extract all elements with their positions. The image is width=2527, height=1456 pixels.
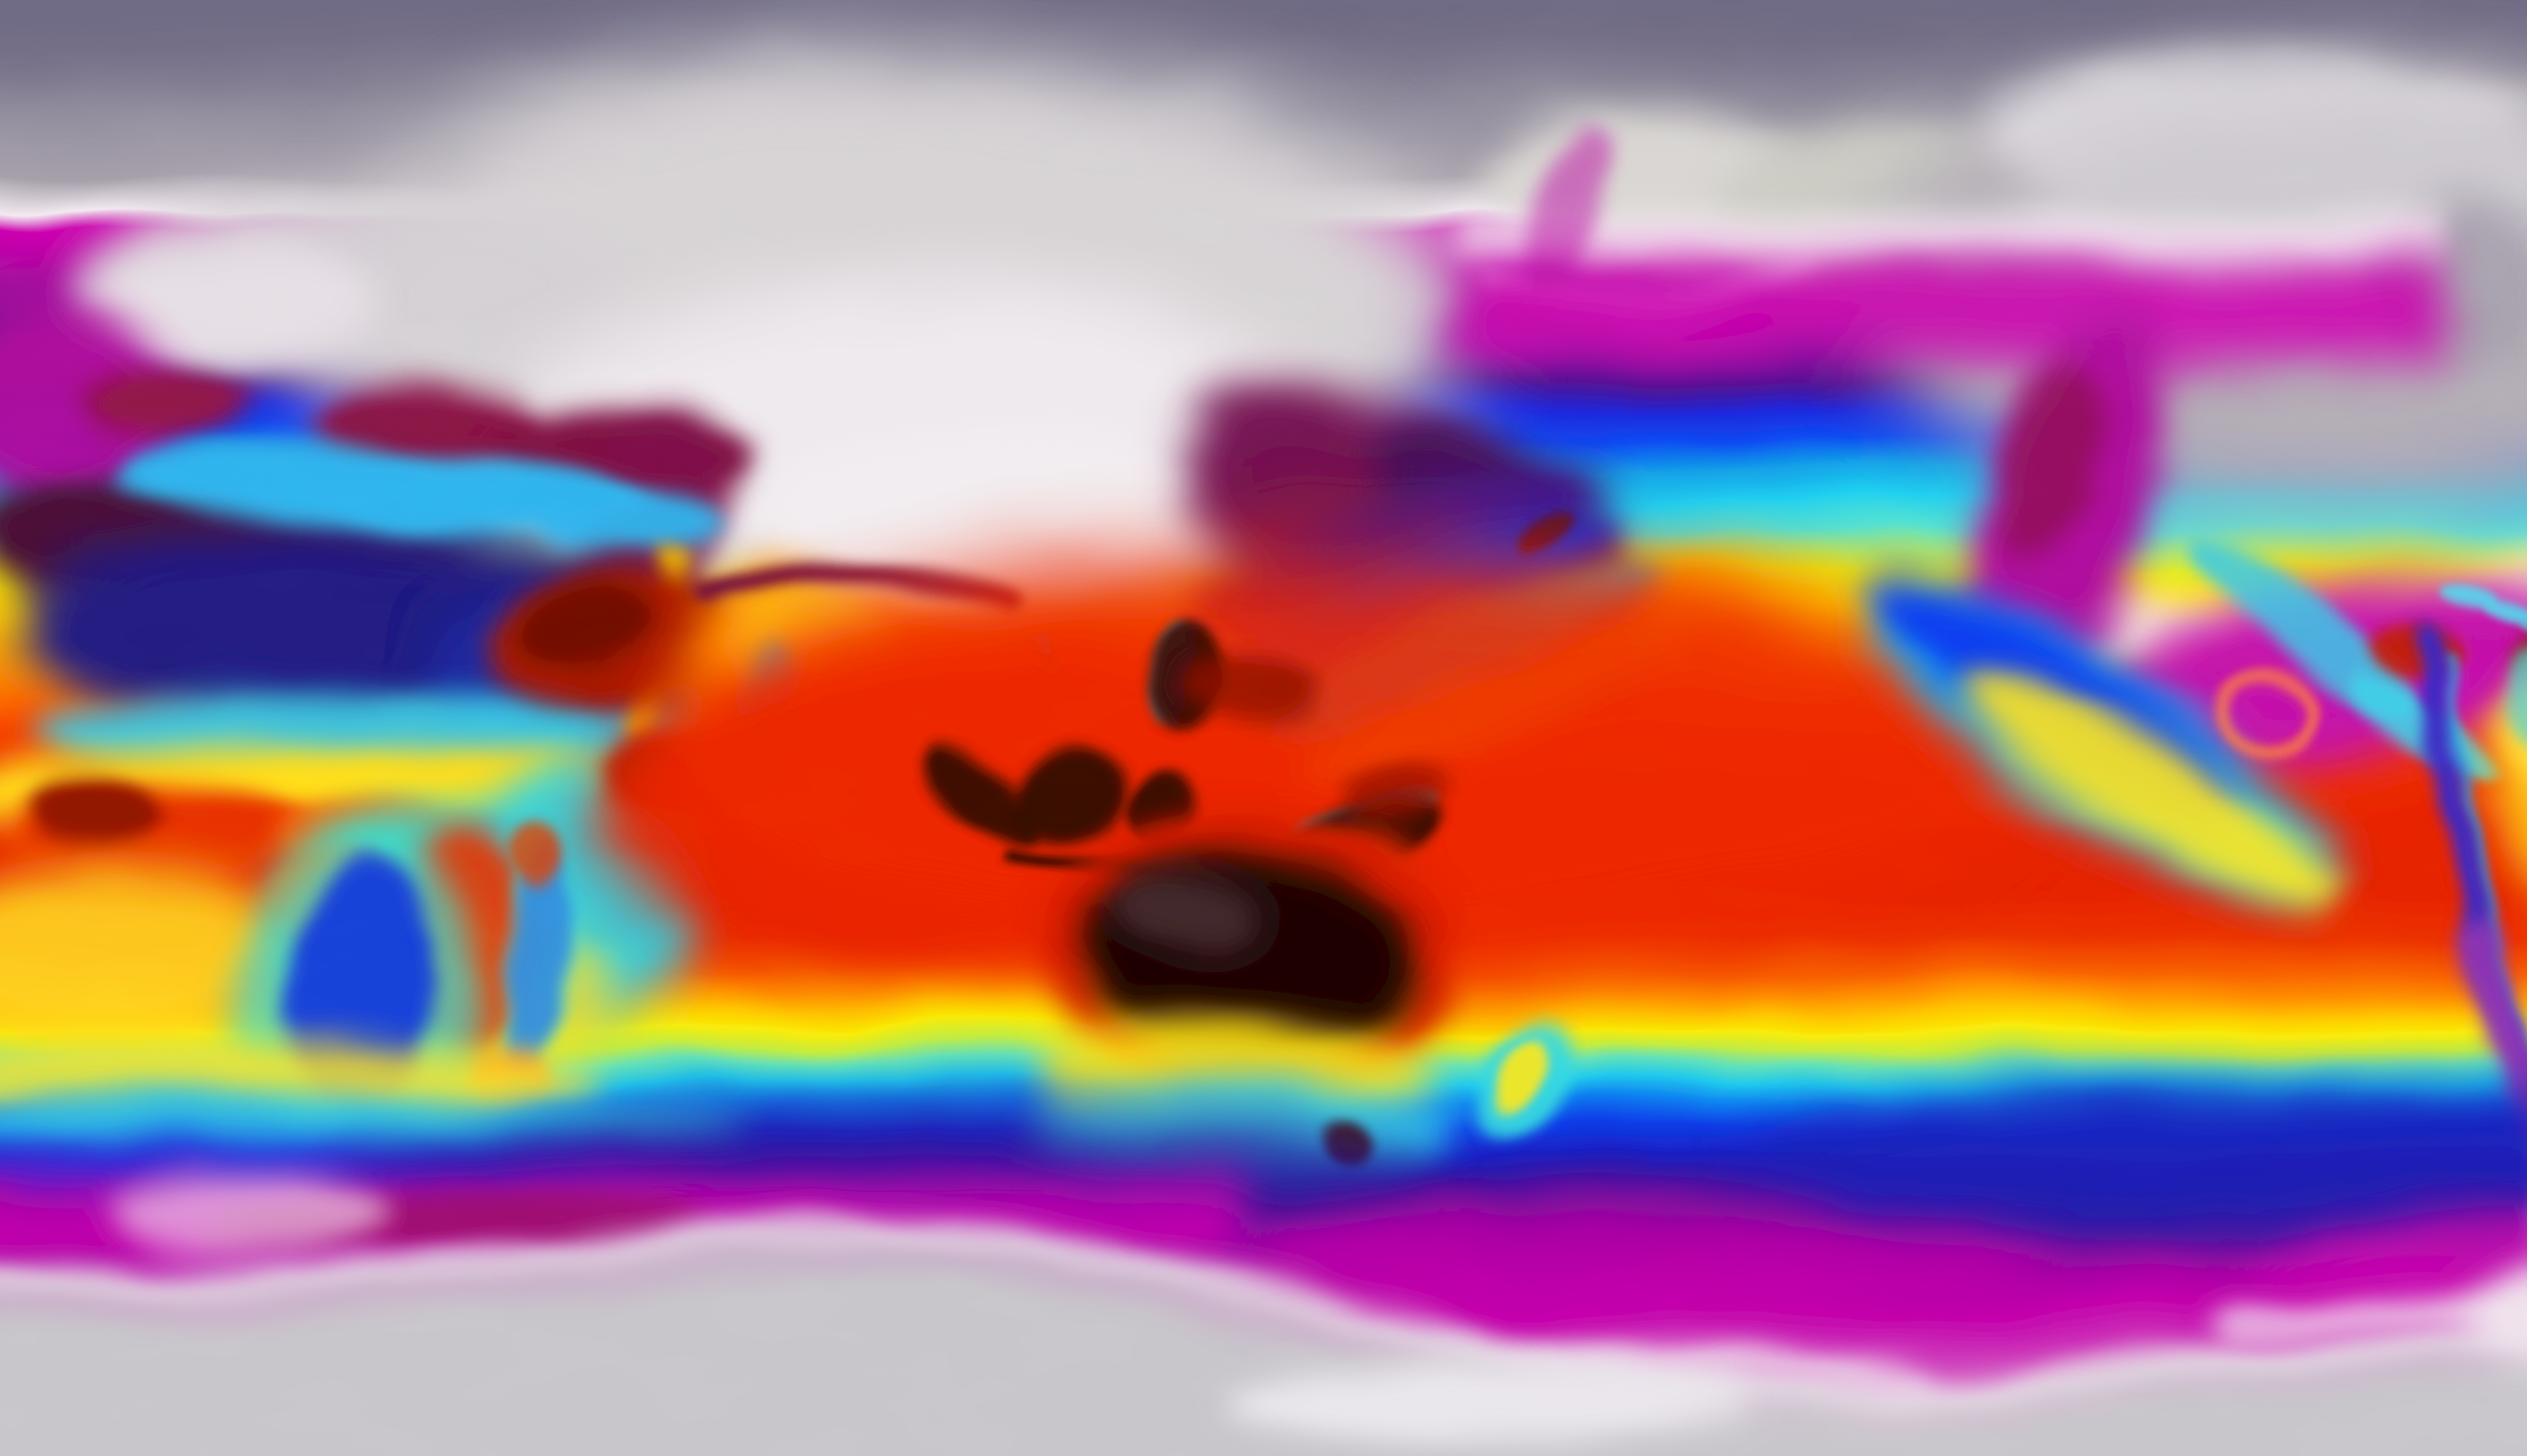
world-climate-heatmap [0, 0, 2527, 1456]
grain-texture-overlay [0, 0, 2527, 1456]
world-map-svg [0, 0, 2527, 1456]
